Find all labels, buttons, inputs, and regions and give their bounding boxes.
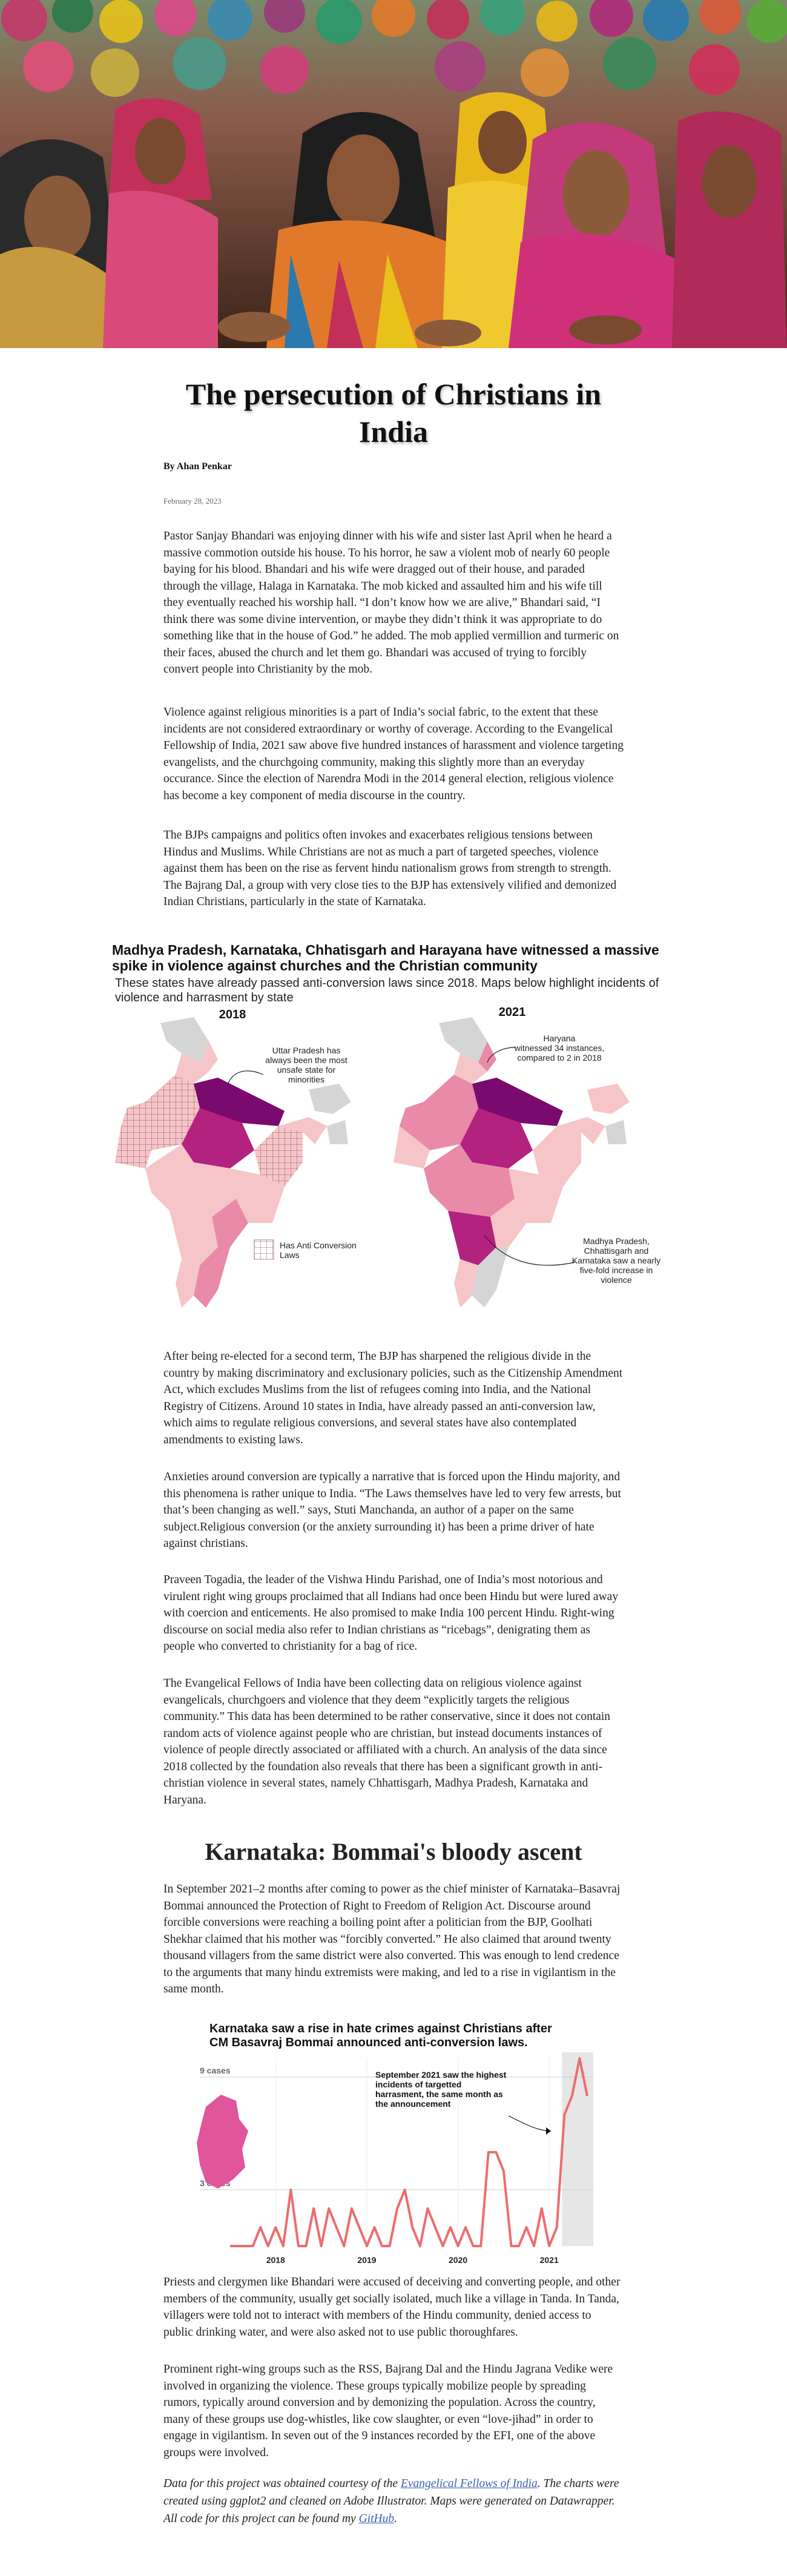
paragraph: Violence against religious minorities is… (163, 706, 624, 802)
praying-crowd-photo (0, 0, 787, 348)
annotation-uttar-pradesh: Uttar Pradesh has always been the most uns… (265, 1046, 347, 1084)
github-link[interactable]: GitHub (358, 2512, 395, 2525)
map-figure-title: Madhya Pradesh, Karnataka, Chhatisgarh a… (112, 942, 659, 973)
x-tick-label: 2021 (540, 2255, 559, 2265)
chart-title: Karnataka saw a rise in hate crimes agai… (209, 2022, 552, 2049)
paragraph: Pastor Sanjay Bhandari was enjoying dinn… (163, 530, 619, 676)
map-figure-subtitle: These states have already passed anti-co… (115, 977, 659, 1004)
paragraph: Priests and clergymen like Bhandari were… (163, 2276, 621, 2339)
y-tick-label: 9 cases (200, 2066, 231, 2075)
note-text: . The charts were created using ggplot2 … (163, 2477, 619, 2525)
india-maps: 2018 2021 Has Anti Conversion Laws Uttar … (115, 1006, 660, 1308)
series-line (230, 2057, 588, 2247)
line-chart-svg: 3 cases9 cases2018201920202021September … (197, 2052, 593, 2265)
page-title: The persecution of Christians in India (185, 377, 602, 449)
paragraph: The BJPs campaigns and politics often in… (163, 829, 617, 908)
annotation-arrow (508, 2115, 552, 2132)
map-label-2021: 2021 (499, 1006, 526, 1019)
karnataka-state-shape (197, 2095, 248, 2189)
x-tick-label: 2018 (266, 2255, 285, 2265)
map-2021: Haryana witnessed 34 instances, compared t… (394, 1017, 660, 1308)
paragraph: In September 2021–2 months after coming … (163, 1883, 621, 1995)
x-tick-label: 2020 (449, 2255, 467, 2265)
note-text: Data for this project was obtained court… (163, 2477, 401, 2490)
highlight-band (562, 2052, 593, 2246)
paragraph: Prominent right-wing groups such as the … (163, 2363, 613, 2459)
map-2018: Has Anti Conversion Laws Uttar Pradesh ha… (115, 1017, 357, 1308)
annotation-haryana: Haryana witnessed 34 instances, compared t… (514, 1033, 605, 1062)
section-heading: Karnataka: Bommai's bloody ascent (205, 1838, 582, 1865)
legend-swatch-hatch (254, 1239, 274, 1260)
publish-date: February 28, 2023 (163, 496, 222, 506)
legend-label: Has Anti Conversion Laws (280, 1240, 357, 1260)
data-source-note: Data for this project was obtained court… (163, 2475, 624, 2528)
chart-annotation: September 2021 saw the highest incidents … (375, 2070, 507, 2109)
annotation-arrowhead (546, 2127, 551, 2135)
paragraph: Praveen Togadia, the leader of the Vishw… (163, 1573, 619, 1653)
annotation-madhya-pradesh: Madhya Pradesh, Chhattisgarh and Karnataka… (572, 1236, 660, 1285)
note-text: . (394, 2512, 397, 2525)
paragraph: The Evangelical Fellows of India have be… (163, 1677, 611, 1807)
hate-crimes-chart: Karnataka saw a rise in hate crimes agai… (163, 2022, 624, 2276)
efi-link[interactable]: Evangelical Fellows of India (400, 2477, 538, 2490)
author-byline: By Ahan Penkar (163, 461, 232, 472)
hero-image (0, 0, 787, 348)
map-label-2018: 2018 (219, 1008, 246, 1021)
x-tick-label: 2019 (357, 2255, 376, 2265)
paragraph: After being re-elected for a second term… (163, 1350, 623, 1446)
paragraph: Anxieties around conversion are typicall… (163, 1471, 621, 1550)
